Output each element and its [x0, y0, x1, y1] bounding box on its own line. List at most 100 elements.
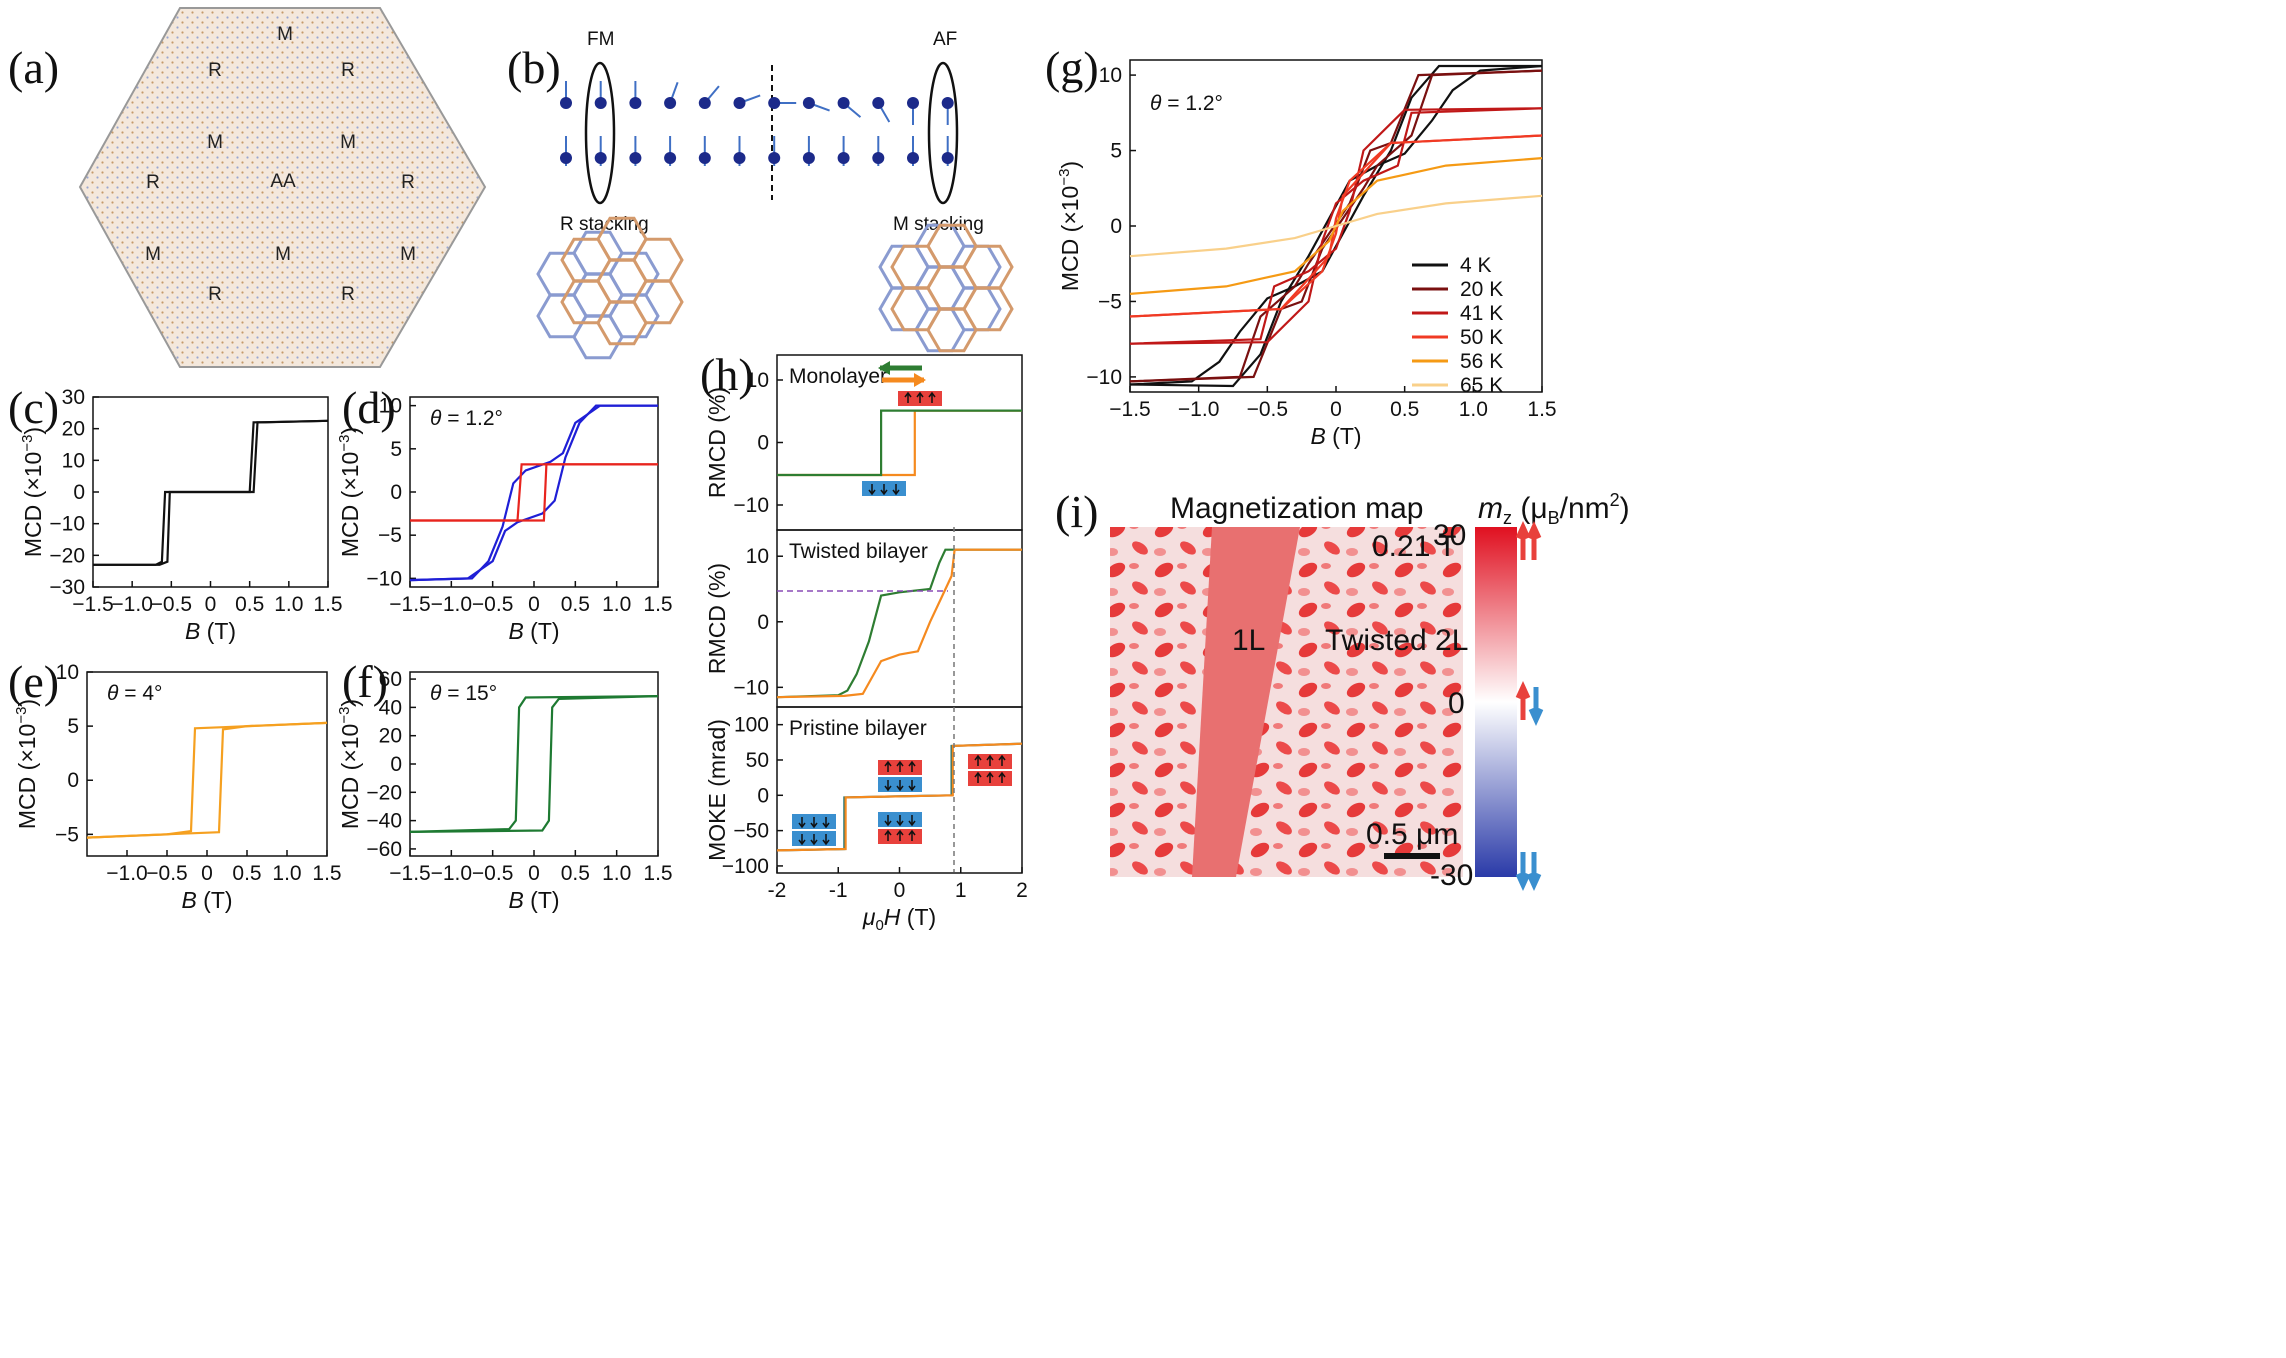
spin-site	[802, 152, 815, 164]
panel-label-a: (a)	[8, 42, 59, 93]
legend-label: 56 K	[1460, 350, 1503, 373]
spin-site	[768, 152, 781, 164]
y-tick-label: −20	[366, 781, 402, 804]
panel-label-g: (g)	[1045, 42, 1099, 93]
spin-site	[560, 152, 572, 164]
field-value: 0.21 T	[1372, 530, 1457, 563]
series-e-1	[86, 721, 328, 839]
map-title: Magnetization map	[1170, 492, 1423, 525]
y-tick-label: 30	[62, 386, 85, 409]
r-stacking-hexagons	[536, 216, 684, 360]
up-up-arrow-icon	[1515, 520, 1542, 560]
x-tick-label: 1.5	[313, 593, 342, 616]
arrow-down-icon	[896, 780, 904, 792]
spin-site	[837, 152, 850, 164]
y-tick-label: −20	[49, 544, 85, 567]
moire-labels: M R R M M R AA R M M M R R	[145, 24, 416, 305]
panel-label-c: (c)	[8, 382, 59, 433]
y-tick-label: 0	[1110, 215, 1122, 238]
hexagon	[926, 223, 978, 269]
x-axis-label: B (T)	[508, 618, 559, 644]
moire-label-r: R	[341, 284, 355, 305]
x-tick-label: −1.5	[72, 593, 113, 616]
x-tick-label: −0.5	[472, 593, 513, 616]
y-tick-label: −10	[1086, 366, 1122, 389]
series-h1-0	[777, 409, 1022, 477]
moire-label-m: M	[207, 132, 223, 153]
series-f-0	[409, 695, 659, 833]
arrow-down-icon	[908, 780, 916, 792]
arrow-down-icon	[822, 817, 830, 829]
y-axis-label: RMCD (%)	[704, 387, 730, 498]
y-tick-label: −30	[49, 576, 85, 599]
spin-site	[837, 97, 850, 109]
spin-state-boxes	[792, 391, 1012, 846]
y-tick-label: 10	[746, 369, 769, 392]
series-d-1	[409, 404, 658, 582]
arrow-down-icon	[822, 834, 830, 846]
y-tick-label: −10	[733, 494, 769, 517]
panel-label-f: (f)	[342, 656, 388, 707]
x-tick-label: 0	[528, 593, 540, 616]
y-tick-label: −100	[722, 855, 769, 878]
y-tick-label: 5	[1110, 140, 1122, 163]
series-g-9	[1129, 194, 1543, 258]
x-tick-label: −1.5	[389, 862, 430, 885]
arrow-up-icon	[884, 829, 892, 841]
panel-label-i: (i)	[1055, 486, 1098, 537]
colorbar-bottom: -30	[1430, 859, 1473, 892]
y-tick-label: 10	[56, 661, 79, 684]
arrow-up-icon	[908, 829, 916, 841]
y-tick-label: 100	[734, 714, 769, 737]
y-tick-label: 10	[379, 395, 402, 418]
x-tick-label: −1.0	[431, 862, 472, 885]
chart-d: −1.5 −1.0 −0.5 0 0.5 1.0 1.5 −10 −5 0 5 10 MCD (×10−…	[336, 395, 673, 644]
arrow-up-icon	[908, 760, 916, 772]
y-axis-label: MCD (×10−3)	[19, 427, 46, 557]
legend-label: 41 K	[1460, 302, 1503, 325]
legend-label: 50 K	[1460, 326, 1503, 349]
arrow-down-icon	[810, 817, 818, 829]
x-tick-label: −1.5	[1109, 398, 1150, 421]
x-tick-label: 1.5	[1527, 398, 1556, 421]
y-tick-label: −40	[366, 810, 402, 833]
series-h3-1	[776, 742, 1023, 852]
legend-label: 4 K	[1460, 254, 1492, 277]
x-tick-label: −1.0	[1178, 398, 1219, 421]
arrow-up-icon	[974, 754, 982, 766]
x-tick-label: −0.5	[146, 862, 187, 885]
x-tick-label: −1.0	[111, 593, 152, 616]
y-tick-label: 10	[1099, 64, 1122, 87]
series-c-1	[93, 419, 329, 566]
spin-site	[941, 97, 954, 109]
chart-h-monolayer: −10 0 10 RMCD (%) Monolayer	[704, 354, 1023, 531]
series-g-5	[1129, 107, 1543, 345]
arrow-up-icon	[986, 771, 994, 783]
y-tick-label: −5	[378, 524, 402, 547]
chart-annotation: θ = 1.2°	[1150, 92, 1223, 115]
x-tick-label: 1.0	[1459, 398, 1488, 421]
hexagon	[878, 286, 930, 332]
hexagon	[572, 230, 624, 276]
x-axis-label: B (T)	[508, 887, 559, 913]
series-d-2	[410, 463, 658, 522]
x-tick-label: −0.5	[151, 593, 192, 616]
spin-site	[733, 152, 746, 164]
legend-label: 20 K	[1460, 278, 1503, 301]
series-g-7	[1129, 134, 1543, 318]
fm-ellipse	[584, 61, 616, 205]
x-tick-label: 2	[1016, 879, 1028, 902]
chart-annotation: Twisted bilayer	[789, 540, 928, 563]
y-tick-label: 0	[390, 753, 402, 776]
monolayer-region	[1192, 527, 1300, 877]
y-tick-label: 0	[390, 481, 402, 504]
y-tick-label: 40	[379, 696, 402, 719]
moire-label-m: M	[400, 244, 416, 265]
af-label: AF	[933, 29, 957, 50]
up-arrow-icon	[1515, 680, 1531, 720]
spin-site	[629, 97, 642, 109]
arrow-up-icon	[998, 754, 1006, 766]
chart-annotation: θ = 4°	[107, 682, 162, 705]
series-h1-1	[777, 409, 1022, 477]
